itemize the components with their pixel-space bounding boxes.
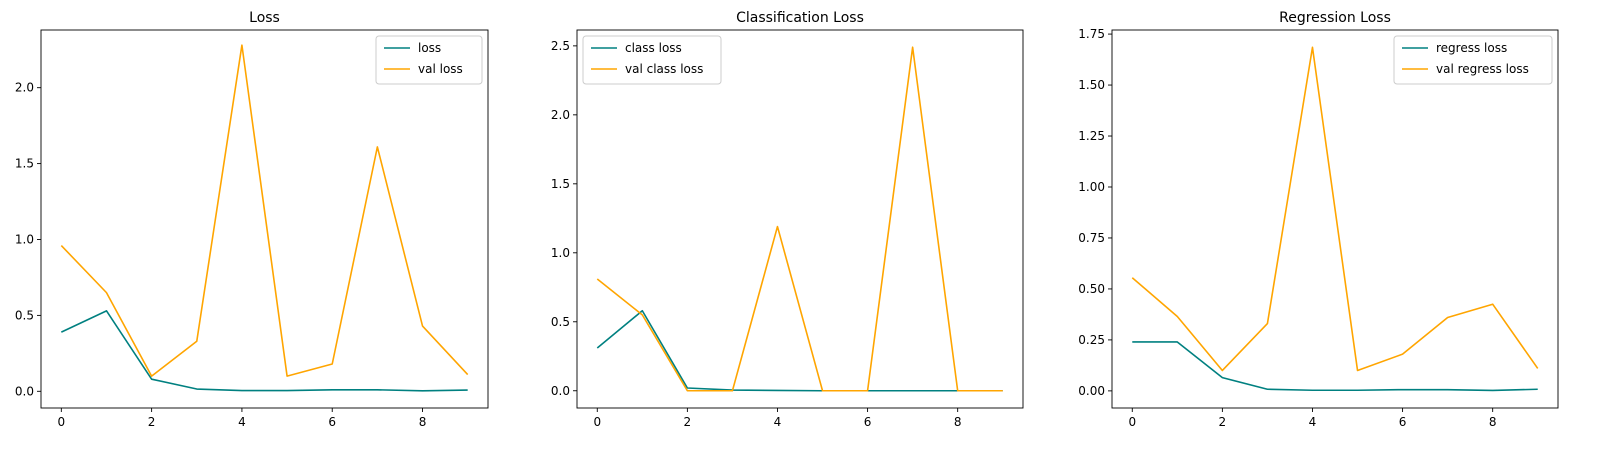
- x-tick-label: 6: [1399, 415, 1407, 429]
- y-tick-label: 0.25: [1078, 333, 1105, 347]
- legend-box: [1393, 35, 1553, 85]
- y-tick-label: 0.0: [15, 384, 34, 398]
- series-line-val-class-loss: [596, 46, 1003, 392]
- y-tick-label: 0.00: [1078, 384, 1105, 398]
- x-tick-label: 6: [864, 415, 872, 429]
- y-tick-label: 1.0: [551, 246, 570, 260]
- x-tick-label: 6: [328, 415, 336, 429]
- legend-label: val loss: [418, 62, 463, 76]
- legend: regress loss val regress loss: [1393, 35, 1553, 85]
- y-tick-label: 2.5: [551, 39, 570, 53]
- axes-frame: [40, 29, 489, 409]
- y-tick-label: 1.75: [1078, 27, 1105, 41]
- x-tick-label: 2: [1219, 415, 1227, 429]
- legend-label: val regress loss: [1436, 62, 1529, 76]
- y-tick-label: 2.0: [551, 108, 570, 122]
- y-tick-label: 1.5: [551, 177, 570, 191]
- x-tick-label: 2: [148, 415, 156, 429]
- chart-panel-1: Loss 0 2 4 6 8 0.0 0.5 1.0 1.5 2.0 loss val loss: [15, 10, 489, 429]
- legend-label: class loss: [625, 41, 682, 55]
- x-tick-label: 0: [57, 415, 65, 429]
- legend: loss val loss: [375, 35, 483, 85]
- chart-panel-3: Regression Loss 0 2 4 6 8 0.00 0.25 0.50 0.75 1.00…: [1078, 10, 1559, 429]
- chart-panel-2: Classification Loss 0 2 4 6 8 0.0 0.5 1.0 1.5 2.0 2…: [551, 10, 1024, 429]
- legend-label: regress loss: [1436, 41, 1507, 55]
- x-tick-label: 8: [1489, 415, 1497, 429]
- y-tick-label: 0.5: [15, 308, 34, 322]
- series-line-regress-loss: [1132, 341, 1538, 392]
- axes-frame: [1111, 29, 1559, 409]
- chart-title: Loss: [249, 10, 280, 26]
- series-line-loss: [60, 310, 468, 392]
- chart-title: Regression Loss: [1279, 10, 1391, 26]
- x-tick-label: 4: [774, 415, 782, 429]
- y-tick-label: 2.0: [15, 81, 34, 95]
- y-tick-label: 1.50: [1078, 78, 1105, 92]
- y-tick-label: 0.0: [551, 384, 570, 398]
- x-tick-label: 0: [593, 415, 601, 429]
- x-tick-label: 0: [1128, 415, 1136, 429]
- series-line-class-loss: [596, 309, 1003, 392]
- chart-title: Classification Loss: [736, 10, 864, 26]
- x-tick-label: 4: [238, 415, 246, 429]
- series-line-val-loss: [60, 44, 469, 377]
- axes-frame: [576, 29, 1024, 409]
- legend-box: [582, 35, 722, 85]
- x-tick-label: 8: [954, 415, 962, 429]
- y-tick-label: 0.75: [1078, 231, 1105, 245]
- x-tick-label: 2: [684, 415, 692, 429]
- legend-label: loss: [418, 41, 441, 55]
- legend-label: val class loss: [625, 62, 703, 76]
- y-tick-label: 0.5: [551, 315, 570, 329]
- x-tick-label: 8: [419, 415, 427, 429]
- series-line-val-regress-loss: [1131, 46, 1539, 372]
- y-tick-label: 1.0: [15, 232, 34, 246]
- y-tick-label: 1.5: [15, 157, 34, 171]
- x-tick-label: 4: [1309, 415, 1317, 429]
- y-tick-label: 1.00: [1078, 180, 1105, 194]
- legend: class loss val class loss: [582, 35, 722, 85]
- y-tick-label: 0.50: [1078, 282, 1105, 296]
- y-tick-label: 1.25: [1078, 129, 1105, 143]
